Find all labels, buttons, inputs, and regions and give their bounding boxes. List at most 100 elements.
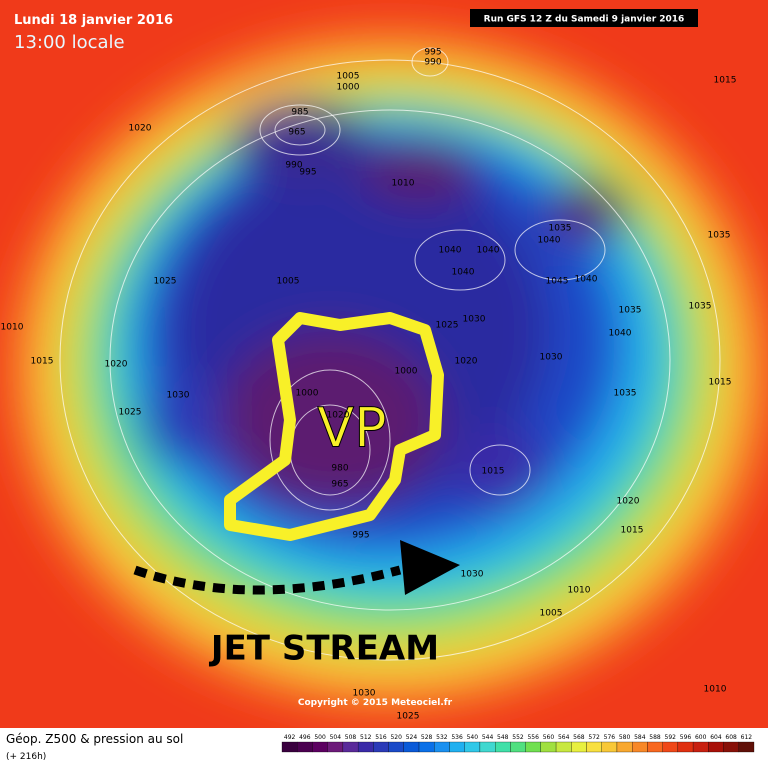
scale-swatch (708, 741, 724, 753)
scale-swatch (632, 741, 648, 753)
pressure-label: 1005 (277, 277, 300, 287)
scale-swatch (616, 741, 633, 753)
jet-stream-label: JET STREAM (209, 629, 439, 669)
scale-swatch (662, 741, 679, 753)
pressure-label: 1015 (482, 467, 505, 477)
pressure-label: 980 (331, 464, 348, 474)
pressure-label: 1010 (1, 323, 24, 333)
pressure-label: 1020 (129, 124, 152, 134)
pressure-label: 1015 (31, 357, 54, 367)
pressure-label: 965 (288, 128, 305, 138)
scale-value: 576 (604, 734, 616, 741)
scale-swatch (540, 741, 557, 753)
pressure-label: 1030 (540, 353, 563, 363)
pressure-label: 1035 (549, 224, 572, 234)
legend-title: Géop. Z500 & pression au sol (6, 732, 183, 746)
jet-stream-path (133, 565, 402, 595)
scale-value: 516 (375, 734, 387, 741)
scale-value: 588 (649, 734, 661, 741)
scale-value: 524 (406, 734, 418, 741)
scale-swatch (479, 741, 496, 753)
scale-swatch (586, 741, 602, 753)
scale-swatch (601, 741, 618, 753)
pressure-label: 1040 (538, 236, 561, 246)
pressure-label: 1030 (353, 689, 376, 699)
pressure-label: 1035 (614, 389, 637, 399)
pressure-labels: 1005100099599010209859659909951010101510… (1, 48, 737, 722)
scale-value: 592 (665, 734, 677, 741)
scale-value: 556 (527, 734, 539, 741)
pressure-label: 1020 (105, 360, 128, 370)
pressure-label: 1005 (540, 609, 563, 619)
pressure-label: 1045 (546, 277, 569, 287)
pressure-label: 1020 (327, 411, 350, 421)
pressure-label: 1005 (337, 72, 360, 82)
scale-swatch (434, 741, 450, 753)
scale-swatch (312, 741, 328, 753)
scale-value: 496 (299, 734, 311, 741)
pressure-label: 1035 (708, 231, 731, 241)
run-info: Run GFS 12 Z du Samedi 9 janvier 2016 (484, 15, 685, 25)
jet-stream-arrow (400, 540, 460, 595)
pressure-label: 1035 (689, 302, 712, 312)
scale-value: 508 (345, 734, 357, 741)
pressure-label: 1015 (714, 76, 737, 86)
run-bar (470, 9, 698, 27)
pressure-label: 1035 (619, 306, 642, 316)
pressure-label: 1015 (709, 378, 732, 388)
scale-swatch (418, 741, 435, 753)
scale-swatch (357, 741, 374, 753)
scale-value: 608 (725, 734, 737, 741)
pressure-label: 1025 (119, 408, 142, 418)
scale-value: 596 (680, 734, 692, 741)
scale-value: 540 (467, 734, 479, 741)
pressure-label: 1040 (609, 329, 632, 339)
scale-swatch (677, 741, 694, 753)
pressure-label: 965 (331, 480, 348, 490)
scale-swatch (464, 741, 481, 753)
scale-value: 612 (741, 734, 753, 741)
isobars (59, 47, 721, 661)
pressure-label: 1000 (395, 367, 418, 377)
scale-swatch (297, 741, 313, 753)
scale-swatch (555, 741, 572, 753)
scale-swatch (723, 741, 739, 753)
copyright: Copyright © 2015 Meteociel.fr (298, 698, 453, 708)
pressure-label: 1040 (477, 246, 500, 256)
scale-value: 500 (314, 734, 326, 741)
scale-value: 528 (421, 734, 433, 741)
scale-swatch (403, 741, 420, 753)
scale-swatch (342, 741, 359, 753)
pressure-label: 995 (424, 48, 441, 58)
scale-value: 536 (451, 734, 463, 741)
lead-time: (+ 216h) (6, 752, 46, 762)
pressure-label: 1020 (455, 357, 478, 367)
scale-value: 580 (619, 734, 631, 741)
scale-value: 532 (436, 734, 448, 741)
scale-value: 584 (634, 734, 646, 741)
scale-value: 520 (390, 734, 402, 741)
scale-value: 572 (588, 734, 600, 741)
pressure-label: 1020 (617, 497, 640, 507)
pressure-label: 1025 (397, 712, 420, 722)
time: 13:00 locale (14, 32, 125, 53)
pressure-label: 1000 (337, 83, 360, 93)
pressure-label: 995 (352, 531, 369, 541)
pressure-label: 990 (424, 58, 441, 68)
scale-swatch (647, 741, 663, 753)
pressure-label: 990 (285, 161, 302, 171)
pressure-label: 1010 (704, 685, 727, 695)
vp-label: VP (317, 397, 387, 460)
pressure-label: 1025 (436, 321, 459, 331)
scale-swatch (738, 741, 755, 753)
color-scale: 492 496 500 504 508 512 516 520 524 528 532 536 540 5… (281, 734, 755, 753)
pressure-label: 1000 (296, 389, 319, 399)
scale-swatch (510, 741, 526, 753)
scale-value: 544 (482, 734, 494, 741)
pressure-label: 1010 (392, 179, 415, 189)
pressure-label: 1030 (167, 391, 190, 401)
pressure-label: 1030 (461, 570, 484, 580)
scale-value: 604 (710, 734, 722, 741)
